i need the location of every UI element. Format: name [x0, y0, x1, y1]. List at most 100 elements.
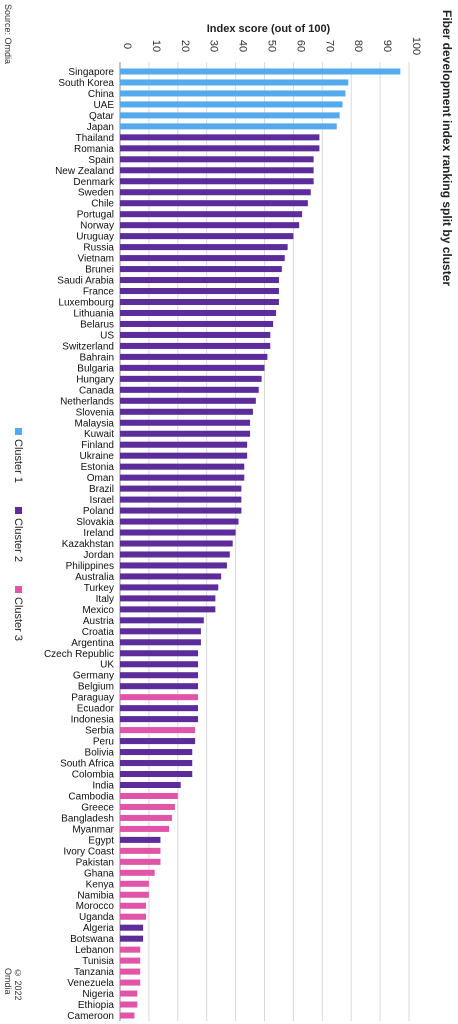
- category-label: Belgium: [78, 682, 114, 693]
- category-label: Hungary: [76, 374, 114, 385]
- bar: [120, 990, 138, 997]
- category-label: Lebanon: [75, 945, 114, 956]
- legend-item-cluster-3: Cluster 3: [12, 586, 24, 641]
- category-label: UAE: [93, 100, 114, 111]
- bar: [120, 101, 343, 108]
- category-label: France: [83, 287, 115, 298]
- x-tick-label: 70: [323, 40, 335, 52]
- category-label: Kuwait: [84, 429, 114, 440]
- bar: [120, 770, 193, 778]
- bar: [120, 540, 233, 547]
- category-label: Bangladesh: [61, 813, 114, 824]
- bar: [120, 1012, 135, 1019]
- bar: [120, 386, 259, 393]
- bar: [120, 738, 196, 745]
- bar: [120, 408, 253, 415]
- category-label: Philippines: [66, 561, 114, 572]
- bar: [120, 255, 285, 262]
- bar: [120, 474, 245, 481]
- bar: [120, 233, 294, 240]
- category-label: Chile: [91, 199, 114, 210]
- x-tick-label: 10: [150, 40, 162, 52]
- bar: [120, 518, 239, 525]
- bar: [120, 529, 236, 536]
- bar: [120, 507, 242, 514]
- bar: [120, 683, 199, 690]
- category-label: Paraguay: [71, 693, 114, 704]
- x-tick-label: 100: [410, 37, 422, 55]
- category-label: Tanzania: [74, 967, 114, 978]
- category-label: Venezuela: [67, 978, 114, 989]
- bar: [120, 639, 201, 646]
- legend-label-cluster-2: Cluster 2: [12, 518, 24, 563]
- bar: [120, 463, 245, 470]
- category-label: Romania: [74, 144, 114, 155]
- bar: [120, 595, 216, 602]
- legend-item-cluster-1: Cluster 1: [12, 428, 24, 483]
- bar: [120, 650, 199, 657]
- category-label: Peru: [93, 737, 114, 748]
- legend-swatch-cluster-1: [14, 428, 22, 435]
- category-label: Israel: [90, 495, 114, 506]
- bar: [120, 309, 277, 317]
- bar: [120, 244, 288, 251]
- category-label: India: [92, 780, 114, 791]
- category-label: Brazil: [89, 484, 114, 495]
- category-label: Belarus: [80, 319, 114, 330]
- category-label: Oman: [87, 473, 114, 484]
- bar: [120, 123, 337, 130]
- category-label: South Korea: [58, 78, 114, 89]
- category-label: Lithuania: [73, 308, 114, 319]
- bar: [120, 880, 149, 887]
- category-label: Japan: [87, 122, 114, 133]
- bar: [120, 946, 141, 953]
- category-label: New Zealand: [55, 166, 114, 177]
- category-label: Switzerland: [62, 341, 114, 352]
- legend-item-cluster-2: Cluster 2: [12, 507, 24, 562]
- bar: [120, 902, 147, 909]
- x-tick-label: 50: [266, 40, 278, 52]
- bar: [120, 342, 271, 349]
- category-label: Turkey: [84, 583, 114, 594]
- bar: [120, 760, 193, 767]
- category-label: Australia: [75, 572, 114, 583]
- bar: [120, 496, 242, 503]
- category-label: Serbia: [85, 726, 114, 737]
- category-label: Canada: [79, 385, 114, 396]
- bar: [120, 562, 227, 569]
- bar: [120, 749, 193, 756]
- category-label: Myanmar: [72, 824, 114, 835]
- category-label: Russia: [83, 243, 114, 254]
- x-tick-label: 0: [121, 43, 133, 49]
- bar: [120, 452, 248, 459]
- bar: [120, 288, 279, 295]
- bar: [120, 727, 196, 734]
- bar: [120, 924, 144, 931]
- category-label: Saudi Arabia: [57, 276, 114, 287]
- bar: [120, 661, 199, 668]
- bar: [120, 551, 230, 558]
- category-label: Thailand: [76, 133, 114, 144]
- category-label: Croatia: [82, 627, 115, 638]
- bar: [120, 573, 222, 580]
- category-label: Uganda: [79, 912, 114, 923]
- category-label: Bolivia: [85, 748, 115, 759]
- bar: [120, 222, 300, 229]
- category-label: Algeria: [83, 923, 115, 934]
- bar: [120, 266, 282, 273]
- category-label: Estonia: [81, 462, 115, 473]
- category-label: Germany: [73, 671, 114, 682]
- bar: [120, 705, 199, 712]
- category-label: Colombia: [72, 770, 115, 781]
- bar: [120, 781, 181, 789]
- category-label: Italy: [96, 594, 114, 605]
- bar: [120, 145, 320, 152]
- category-label: Argentina: [71, 638, 114, 649]
- bar: [120, 792, 178, 799]
- x-tick-label: 90: [381, 40, 393, 52]
- category-label: Slovakia: [76, 517, 114, 528]
- category-label: Norway: [80, 221, 114, 232]
- category-label: South Africa: [60, 759, 114, 770]
- category-label: Nigeria: [82, 989, 114, 1000]
